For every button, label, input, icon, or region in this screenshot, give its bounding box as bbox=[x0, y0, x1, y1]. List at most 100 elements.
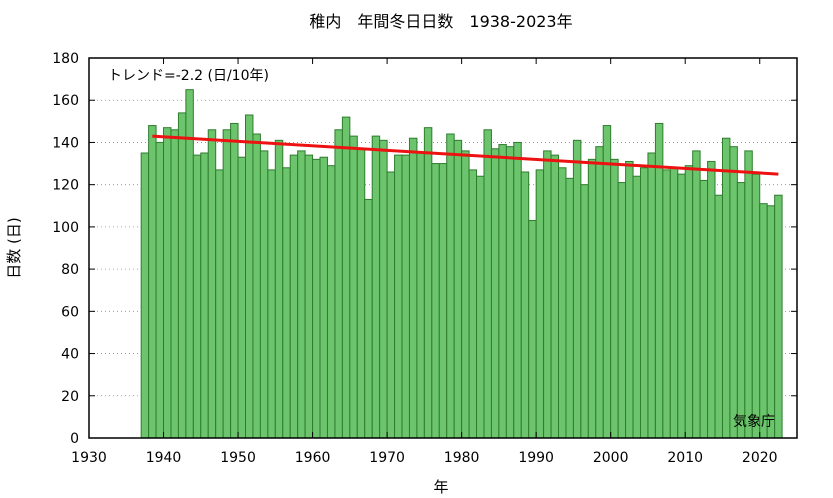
x-tick-label: 2000 bbox=[593, 450, 629, 466]
bar-2020 bbox=[759, 203, 768, 439]
bar-1969 bbox=[379, 139, 388, 439]
bar-1989 bbox=[528, 220, 537, 439]
bar-1984 bbox=[490, 148, 500, 439]
bar-2010 bbox=[684, 165, 694, 439]
bar-1944 bbox=[192, 154, 202, 439]
bar-1980 bbox=[461, 150, 470, 439]
bar-2006 bbox=[654, 122, 664, 439]
bar-1943 bbox=[185, 89, 194, 439]
bar-1967 bbox=[364, 198, 373, 439]
bar-2001 bbox=[617, 182, 627, 439]
y-tick-label: 140 bbox=[52, 135, 79, 151]
bar-2009 bbox=[677, 173, 686, 439]
y-tick-label: 20 bbox=[61, 389, 79, 405]
bar-1955 bbox=[274, 139, 284, 439]
bar-1976 bbox=[431, 163, 440, 439]
bar-1977 bbox=[438, 163, 448, 439]
bar-1988 bbox=[520, 171, 530, 439]
y-tick-label: 0 bbox=[70, 431, 79, 447]
bar-1946 bbox=[207, 129, 217, 439]
bar-1996 bbox=[580, 184, 589, 439]
plot-frame bbox=[88, 57, 798, 439]
x-tick-label: 1960 bbox=[295, 450, 331, 466]
bar-1952 bbox=[252, 133, 261, 439]
bar-1945 bbox=[200, 152, 209, 439]
bar-2002 bbox=[625, 160, 634, 439]
y-tick-label: 40 bbox=[61, 347, 79, 363]
bar-1993 bbox=[558, 167, 567, 439]
bar-1961 bbox=[319, 156, 328, 439]
bar-1941 bbox=[170, 129, 179, 439]
trend-annotation: トレンド=-2.2 (日/10年) bbox=[108, 68, 269, 84]
bar-1953 bbox=[259, 150, 269, 439]
x-tick-label: 2020 bbox=[742, 450, 778, 466]
bar-1982 bbox=[476, 175, 485, 439]
bar-1991 bbox=[543, 150, 552, 439]
bar-2000 bbox=[610, 158, 619, 439]
bar-1985 bbox=[498, 144, 507, 439]
bar-2017 bbox=[736, 182, 746, 439]
bar-1975 bbox=[423, 127, 433, 439]
x-tick-label: 1990 bbox=[518, 450, 554, 466]
trend-line bbox=[152, 134, 779, 176]
bar-1954 bbox=[267, 169, 276, 439]
x-tick-label: 2010 bbox=[667, 450, 703, 466]
bar-1956 bbox=[282, 167, 291, 439]
y-axis-label: 日数 (日) bbox=[5, 217, 23, 278]
bar-2019 bbox=[751, 173, 761, 439]
bar-2018 bbox=[744, 150, 753, 439]
bar-2014 bbox=[714, 194, 723, 439]
bar-1995 bbox=[572, 139, 582, 439]
y-tick-label: 180 bbox=[52, 51, 79, 67]
bar-1950 bbox=[237, 156, 247, 439]
bar-1937 bbox=[140, 152, 150, 439]
y-tick-label: 120 bbox=[52, 178, 79, 194]
bar-1973 bbox=[408, 137, 418, 439]
bar-1999 bbox=[602, 125, 612, 439]
bar-1968 bbox=[371, 135, 381, 439]
bar-2021 bbox=[766, 205, 776, 439]
bar-1971 bbox=[394, 154, 403, 439]
bar-1948 bbox=[222, 129, 232, 439]
bar-1962 bbox=[326, 165, 336, 439]
bar-1949 bbox=[230, 122, 239, 439]
bar-2015 bbox=[721, 137, 731, 439]
bar-1998 bbox=[595, 146, 604, 439]
bar-1994 bbox=[565, 177, 574, 439]
y-tick-label: 80 bbox=[61, 262, 79, 278]
bar-2007 bbox=[662, 169, 671, 439]
bar-1938 bbox=[148, 125, 157, 439]
bar-2022 bbox=[774, 194, 783, 439]
bar-2016 bbox=[729, 146, 738, 439]
bar-2011 bbox=[692, 150, 701, 439]
bar-1959 bbox=[304, 154, 314, 439]
bar-1981 bbox=[468, 169, 478, 439]
bar-1940 bbox=[163, 127, 172, 439]
x-tick-label: 1970 bbox=[369, 450, 405, 466]
y-tick-label: 60 bbox=[61, 304, 79, 320]
y-axis: 0 20 40 60 80 100 120 140 160 180 bbox=[52, 51, 797, 447]
bar-2012 bbox=[699, 179, 709, 439]
bar-1983 bbox=[483, 129, 492, 439]
bar-1992 bbox=[550, 154, 560, 439]
bar-1965 bbox=[349, 135, 358, 439]
x-tick-label: 1980 bbox=[444, 450, 480, 466]
bar-1963 bbox=[334, 129, 343, 439]
bar-2004 bbox=[639, 167, 649, 439]
bar-1970 bbox=[386, 171, 396, 439]
y-tick-label: 160 bbox=[52, 93, 79, 109]
bar-1939 bbox=[155, 141, 165, 439]
bar-1979 bbox=[453, 139, 463, 439]
source-label: 気象庁 bbox=[733, 414, 775, 430]
x-tick-label: 1940 bbox=[146, 450, 182, 466]
bar-1997 bbox=[587, 158, 597, 439]
bar-1942 bbox=[177, 112, 187, 439]
bar-2008 bbox=[669, 167, 679, 439]
bar-1990 bbox=[535, 169, 545, 439]
bar-1947 bbox=[215, 169, 224, 439]
bar-2003 bbox=[632, 175, 641, 439]
bar-1951 bbox=[245, 114, 254, 439]
bar-1958 bbox=[297, 150, 306, 439]
bar-1972 bbox=[401, 154, 410, 439]
